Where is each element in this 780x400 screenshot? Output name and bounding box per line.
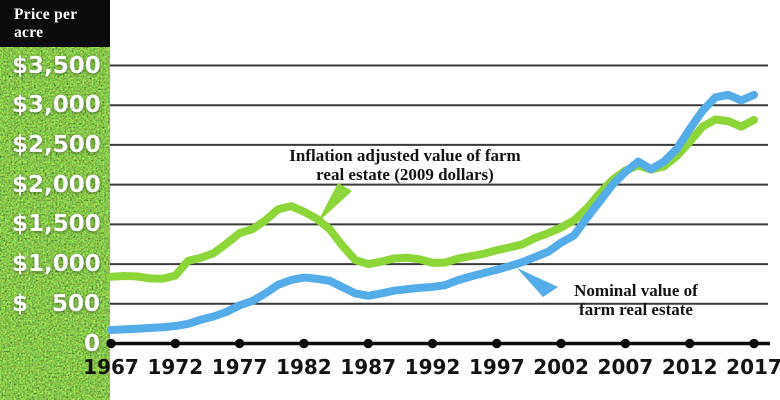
axis-tick-dot	[749, 338, 759, 349]
x-axis-label: 2007	[597, 355, 654, 379]
axis-tick-dot	[620, 338, 631, 349]
x-axis-label: 1992	[404, 355, 461, 379]
nominal-annotation: Nominal value of farm real estate	[550, 281, 722, 319]
nominal-annotation-line1: Nominal value of	[574, 281, 698, 300]
inflation-adjusted-line	[107, 115, 758, 283]
x-axis-label: 2012	[661, 355, 718, 379]
axis-tick-dot	[170, 338, 180, 349]
nominal-line	[107, 90, 758, 334]
axis-tick-dot	[556, 338, 566, 349]
y-axis-label: $500	[12, 290, 100, 317]
x-axis-label: 1987	[340, 355, 397, 379]
axis-tick-dot	[492, 338, 502, 349]
inflation-annotation: Inflation adjusted value of farm real es…	[270, 146, 540, 184]
nominal-annotation-line2: farm real estate	[579, 299, 693, 319]
y-axis-label: $3,000	[12, 92, 101, 119]
x-axis-label: 2017	[726, 355, 780, 379]
x-axis-label: 1967	[83, 355, 139, 379]
y-axis-label: $3,500	[12, 52, 101, 79]
x-axis-label: 1982	[276, 355, 332, 379]
inflation-annotation-line1: Inflation adjusted value of farm	[289, 146, 521, 165]
axis-tick-dot	[685, 338, 695, 349]
y-axis-label: $2,500	[12, 131, 101, 158]
axis-tick-dot	[427, 338, 438, 349]
nominal-pointer-icon	[517, 268, 558, 297]
y-axis-label: $1,500	[12, 211, 101, 238]
chart-title: Price per acre	[14, 5, 78, 41]
grass-texture	[0, 47, 110, 400]
axis-tick-dot	[363, 338, 373, 349]
axis-tick-dot	[299, 338, 309, 349]
y-axis-label: $2,000	[12, 171, 101, 198]
inflation-pointer-icon	[317, 183, 352, 223]
x-axis-label: 1972	[147, 355, 204, 379]
axis-tick-dot	[234, 338, 245, 349]
x-axis-label: 1977	[211, 355, 268, 379]
axis-tick-dot	[106, 338, 116, 349]
x-axis-label: 2002	[533, 355, 589, 379]
x-axis-label: 1997	[468, 355, 525, 379]
inflation-annotation-line2: real estate (2009 dollars)	[316, 164, 494, 184]
chart-title-box: Price per acre	[0, 0, 110, 47]
y-axis-label: $1,000	[12, 251, 101, 278]
y-axis-label: 0	[83, 330, 100, 357]
